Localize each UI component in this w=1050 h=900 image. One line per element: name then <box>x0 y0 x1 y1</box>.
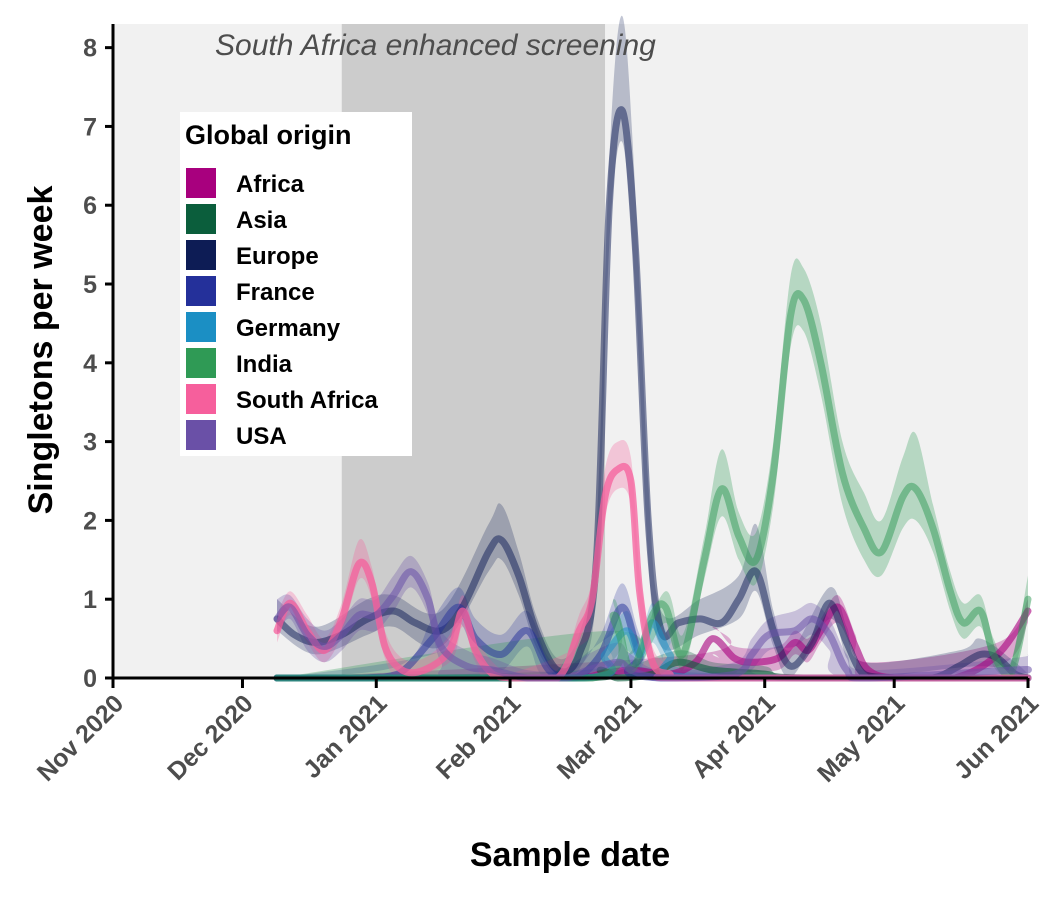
x-axis-title: Sample date <box>470 836 670 874</box>
legend-swatch-asia <box>186 204 216 234</box>
legend-swatch-south-africa <box>186 384 216 414</box>
legend-swatch-africa <box>186 168 216 198</box>
legend-title: Global origin <box>185 120 352 150</box>
legend-label-germany: Germany <box>236 315 341 342</box>
x-tick-label-jun-2021: Jun 2021 <box>949 689 1045 785</box>
y-tick-label-5: 5 <box>83 271 97 299</box>
x-tick-label-mar-2021: Mar 2021 <box>552 689 648 785</box>
y-tick-label-6: 6 <box>83 192 97 220</box>
y-axis-title: Singletons per week <box>22 186 60 515</box>
legend-swatch-india <box>186 348 216 378</box>
line-france <box>273 603 1032 682</box>
legend-swatch-europe <box>186 240 216 270</box>
legend-box <box>180 112 412 456</box>
line-india <box>273 290 1032 682</box>
y-tick-label-0: 0 <box>83 665 97 693</box>
legend-label-africa: Africa <box>236 171 305 198</box>
legend: Global origin Africa Asia Europe France Germ… <box>180 112 412 456</box>
x-tick-label-jan-2021: Jan 2021 <box>298 689 393 784</box>
y-tick-label-2: 2 <box>83 507 97 535</box>
y-tick-label-3: 3 <box>83 429 97 457</box>
legend-label-france: France <box>236 279 315 306</box>
x-axis-ticks: Nov 2020 Dec 2020 Jan 2021 Feb 2021 Mar 2021… <box>32 678 1044 788</box>
y-tick-label-1: 1 <box>83 586 97 614</box>
legend-label-india: India <box>236 351 293 378</box>
y-tick-label-8: 8 <box>83 35 97 63</box>
legend-swatch-usa <box>186 420 216 450</box>
x-tick-label-apr-2021: Apr 2021 <box>686 689 781 784</box>
x-tick-label-dec-2020: Dec 2020 <box>162 689 258 785</box>
y-axis-ticks: 0 1 2 3 4 5 6 7 8 <box>83 35 113 693</box>
x-tick-label-may-2021: May 2021 <box>812 689 910 787</box>
band-germany <box>277 603 1028 678</box>
legend-label-usa: USA <box>236 423 287 450</box>
y-tick-label-7: 7 <box>83 113 97 141</box>
band-usa <box>277 555 1029 678</box>
y-tick-label-4: 4 <box>83 350 97 378</box>
x-tick-label-feb-2021: Feb 2021 <box>431 689 527 785</box>
legend-swatch-france <box>186 276 216 306</box>
legend-items: Africa Asia Europe France Germany India South … <box>186 168 378 450</box>
legend-label-asia: Asia <box>236 207 287 234</box>
enhanced-screening-label: South Africa enhanced screening <box>215 29 656 62</box>
legend-label-europe: Europe <box>236 243 319 270</box>
band-europe <box>277 15 1028 678</box>
legend-label-south-africa: South Africa <box>236 387 378 414</box>
legend-swatch-germany <box>186 312 216 342</box>
x-tick-label-nov-2020: Nov 2020 <box>32 689 129 786</box>
